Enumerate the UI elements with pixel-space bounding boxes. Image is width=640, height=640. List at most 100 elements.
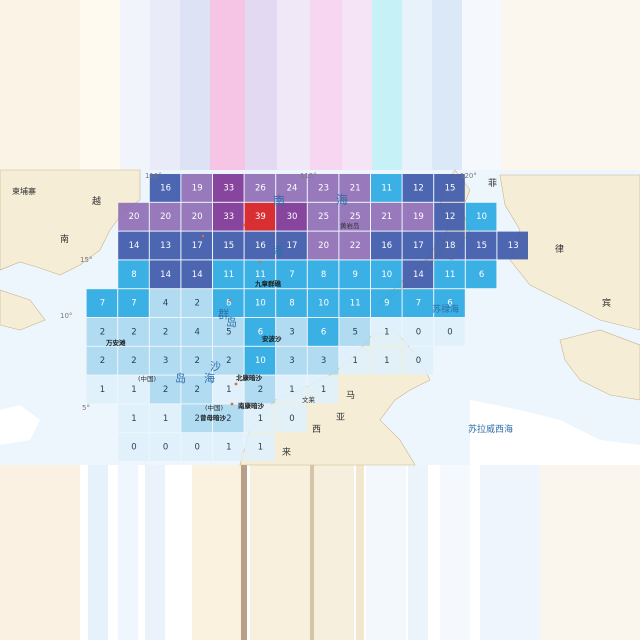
grid-cell — [371, 174, 402, 202]
grid-cell — [307, 289, 339, 317]
grid-cell-value: 25 — [350, 212, 361, 222]
grid-cell — [434, 260, 465, 289]
grid-cell-value: 11 — [445, 270, 456, 280]
grid-cell-value: 13 — [508, 241, 519, 251]
grid-cell-value: 11 — [350, 299, 361, 309]
label-dao2: 岛 — [175, 371, 186, 385]
grid-cell-value: 10 — [476, 212, 487, 222]
grid-cell — [371, 260, 402, 289]
grid-cell-value: 1 — [289, 385, 294, 395]
grid-cell — [86, 346, 118, 375]
grid-cell — [465, 260, 497, 289]
grid-cell — [244, 346, 276, 375]
label-anbo: 安波沙 — [262, 334, 282, 343]
grid-cell-value: 8 — [226, 299, 231, 309]
grid-cell-value: 6 — [258, 327, 263, 337]
grid-cell — [434, 318, 465, 346]
grid-cell — [371, 346, 402, 375]
grid-cell-value: 17 — [413, 241, 424, 251]
grid-cell-value: 2 — [226, 414, 231, 424]
grid-cell-value: 0 — [194, 443, 199, 453]
grid-cell-value: 0 — [447, 327, 452, 337]
grid-cell — [307, 174, 339, 202]
grid-cell-value: 9 — [352, 270, 357, 280]
grid-cell-value: 0 — [289, 414, 294, 424]
grid-cell — [371, 202, 402, 231]
grid-cell-value: 10 — [255, 356, 266, 366]
grid-cell — [307, 231, 339, 260]
lon-label-120: 120° — [460, 172, 477, 180]
grid-cell-value: 14 — [160, 270, 171, 280]
grid-cell — [307, 375, 339, 404]
grid-cell — [213, 289, 244, 317]
grid-cell — [276, 375, 307, 404]
lat-label-15: 15° — [80, 256, 92, 264]
label-hai2: 海 — [204, 371, 215, 385]
grid-cell — [118, 318, 149, 346]
label-nan-a: 南 — [273, 193, 285, 208]
grid-cell-value: 2 — [163, 385, 168, 395]
label-vietnam-nan: 南 — [60, 233, 69, 245]
grid-cell — [402, 202, 434, 231]
label-wanan: 万安滩 — [105, 338, 126, 347]
grid-cell — [276, 202, 307, 231]
grid-cell-value: 39 — [255, 212, 266, 222]
grid-cell — [149, 289, 181, 317]
grid-cell — [276, 404, 307, 433]
grid-cell — [181, 289, 212, 317]
grid-cell-value: 22 — [350, 241, 361, 251]
grid-cell-value: 16 — [255, 241, 266, 251]
grid-cell-value: 6 — [479, 270, 484, 280]
grid-cell-value: 6 — [447, 299, 452, 309]
grid-cell-value: 3 — [289, 327, 294, 337]
grid-cell — [276, 318, 307, 346]
grid-cell-value: 6 — [321, 327, 326, 337]
grid-cell-value: 10 — [255, 299, 266, 309]
grid-cell-value: 1 — [100, 385, 105, 395]
grid-cell-value: 1 — [226, 385, 231, 395]
lon-label-110: 110° — [145, 172, 162, 180]
grid-cell — [434, 174, 465, 202]
grid-cell-value: 8 — [131, 270, 136, 280]
label-dao: 岛 — [226, 315, 237, 329]
grid-cell — [149, 346, 181, 375]
grid-cell-value: 2 — [100, 327, 105, 337]
grid-cell-value: 2 — [100, 356, 105, 366]
grid-cell — [307, 318, 339, 346]
grid-cell — [307, 260, 339, 289]
grid-cell-value: 11 — [223, 270, 234, 280]
grid-cell-value: 1 — [352, 356, 357, 366]
grid-cell — [244, 202, 276, 231]
grid-cell-value: 3 — [289, 356, 294, 366]
degree-labels: 110° 115° 120° 15° 10° 5° — [60, 172, 477, 412]
grid-cell-value: 33 — [223, 212, 234, 222]
grid-cell-value: 17 — [192, 241, 203, 251]
grid-cell — [339, 318, 370, 346]
label-sulu-sea: 苏禄海 — [432, 303, 459, 315]
grid-cell-value: 0 — [416, 327, 421, 337]
grid-cell-value: 1 — [258, 414, 263, 424]
label-huangyan: 黄岩岛 — [340, 221, 360, 230]
grid-cell — [213, 174, 244, 202]
grid-cell-value: 1 — [226, 443, 231, 453]
grid-cell — [465, 202, 497, 231]
grid-cell-value: 12 — [445, 212, 456, 222]
lat-label-5: 5° — [82, 404, 90, 412]
grid-cell — [181, 346, 212, 375]
grid-cell — [402, 289, 434, 317]
grid-cell-value: 4 — [163, 299, 168, 309]
label-celebes-sea: 苏拉威西海 — [468, 423, 513, 435]
grid-cell-value: 10 — [318, 299, 329, 309]
grid-cell — [181, 260, 212, 289]
grid-cell — [244, 174, 276, 202]
grid-cell-value: 25 — [318, 212, 329, 222]
grid-cell — [181, 174, 212, 202]
label-qun: 群 — [218, 307, 229, 321]
grid-cell-value: 2 — [258, 385, 263, 395]
grid-cell-value: 19 — [192, 183, 203, 193]
grid-cell-value: 12 — [413, 183, 424, 193]
label-zengmu-cn: (中国) — [205, 403, 223, 412]
grid-cell-value: 3 — [321, 356, 326, 366]
grid-cell-value: 7 — [100, 299, 105, 309]
grid-cell-value: 8 — [321, 270, 326, 280]
